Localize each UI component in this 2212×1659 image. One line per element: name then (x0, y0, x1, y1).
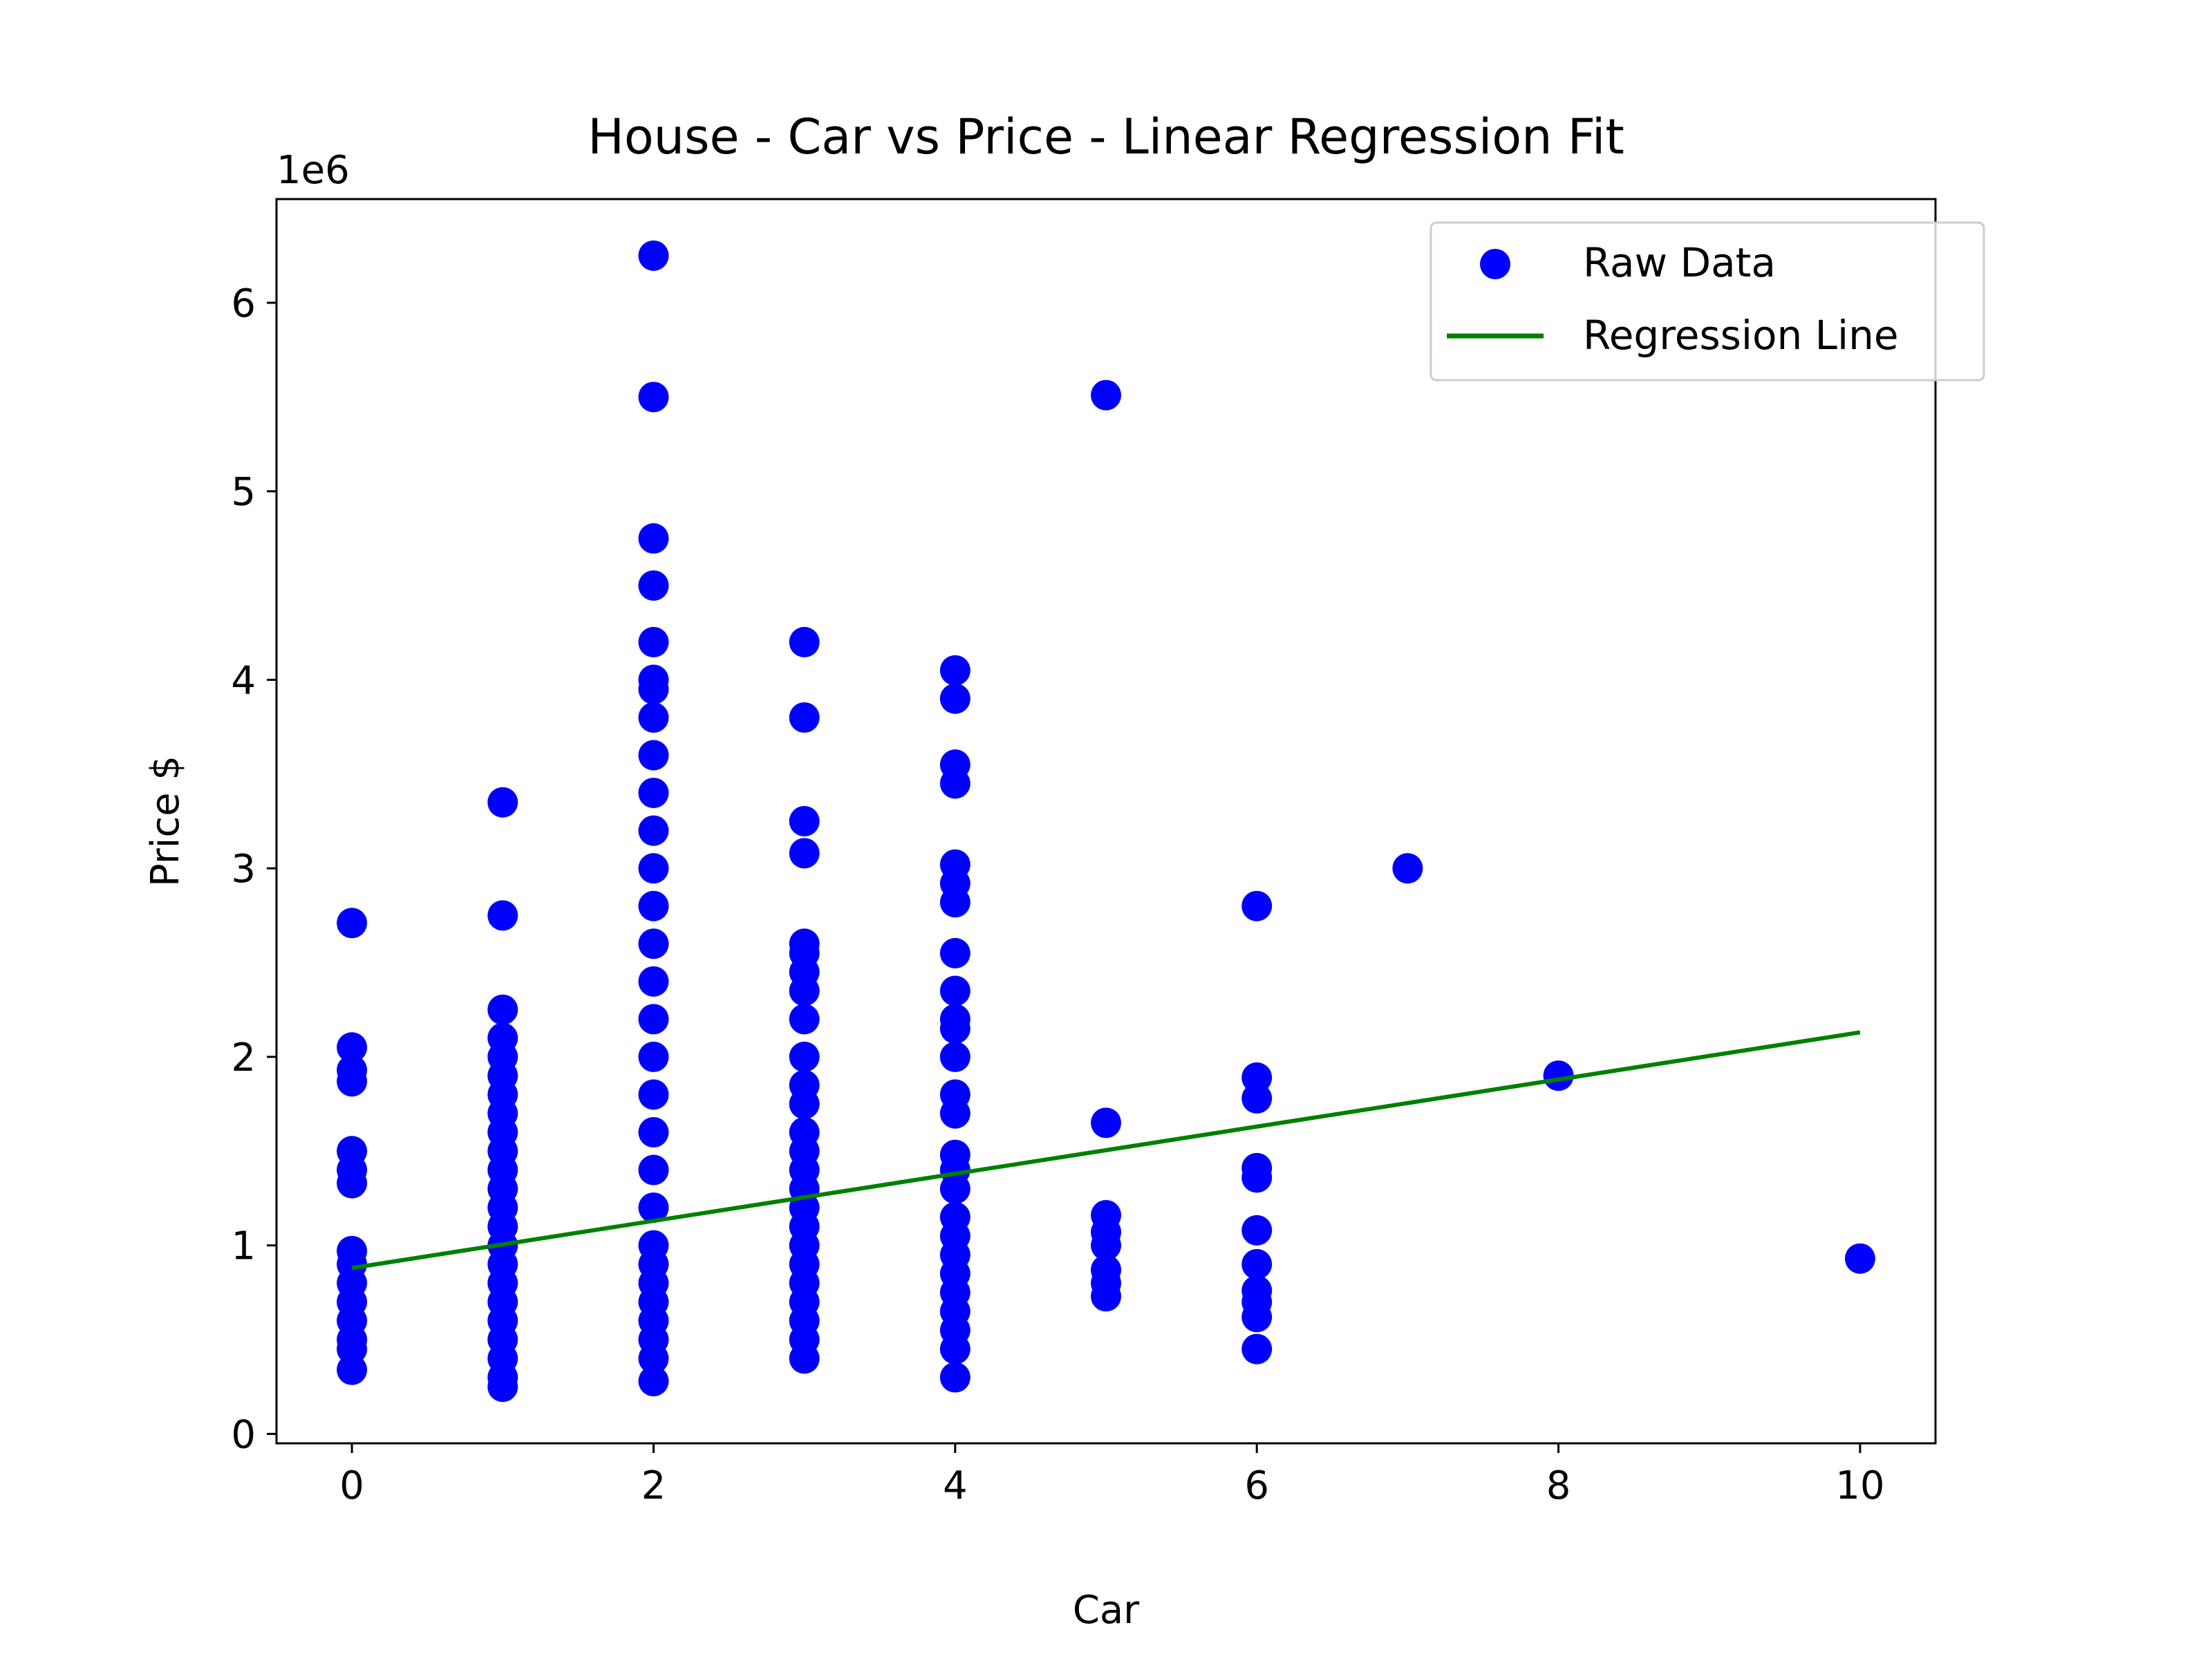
data-point-83 (789, 1004, 820, 1035)
data-point-10 (337, 1136, 368, 1167)
data-point-63 (638, 570, 669, 601)
data-point-125 (1091, 379, 1121, 411)
data-point-139 (1844, 1243, 1875, 1274)
data-point-61 (638, 664, 669, 695)
data-point-46 (638, 1192, 669, 1224)
data-point-92 (939, 1362, 971, 1393)
x-tick-label: 8 (1546, 1463, 1571, 1508)
y-tick-label: 4 (231, 658, 256, 703)
data-point-106 (939, 1041, 971, 1072)
x-tick-label: 10 (1835, 1463, 1884, 1508)
regression-line-layer (351, 1030, 1861, 1271)
y-tick-label: 6 (231, 281, 256, 326)
data-point-52 (638, 966, 669, 997)
data-point-89 (789, 806, 820, 836)
data-point-129 (1241, 1275, 1273, 1306)
data-point-7 (337, 1235, 368, 1266)
x-axis-label: Car (1073, 1588, 1140, 1633)
data-point-138 (1543, 1060, 1574, 1091)
y-tick-label: 1 (231, 1224, 256, 1269)
x-axis-ticks: 0 2 4 6 8 10 (339, 1443, 1885, 1508)
data-point-35 (487, 994, 518, 1025)
legend-label-raw-data: Raw Data (1583, 239, 1776, 286)
legend-frame (1430, 221, 1985, 382)
y-tick-label: 5 (231, 470, 256, 515)
x-tick-label: 2 (641, 1463, 666, 1508)
data-point-36 (487, 900, 518, 931)
x-tick-label: 4 (943, 1463, 968, 1508)
data-point-66 (638, 240, 669, 271)
data-point-57 (638, 778, 669, 809)
data-point-100 (939, 1201, 971, 1232)
data-point-55 (638, 853, 669, 884)
legend: Raw Data Regression Line (1430, 221, 1985, 382)
data-point-113 (939, 849, 971, 880)
data-point-116 (939, 683, 971, 714)
data-point-62 (638, 626, 669, 657)
data-point-45 (638, 1230, 669, 1261)
data-point-133 (1241, 1152, 1273, 1183)
data-point-123 (1091, 1200, 1121, 1230)
data-point-48 (638, 1117, 669, 1147)
legend-label-regression-line: Regression Line (1583, 312, 1899, 359)
x-tick-label: 0 (339, 1463, 364, 1508)
y-axis-ticks: 0 1 2 3 4 5 6 (231, 281, 276, 1457)
data-point-56 (638, 815, 669, 846)
data-point-51 (638, 1004, 669, 1035)
data-point-88 (789, 838, 820, 869)
data-point-13 (337, 1032, 368, 1063)
y-tick-label: 0 (231, 1412, 256, 1457)
data-point-82 (789, 1041, 820, 1072)
data-point-109 (939, 975, 971, 1006)
data-point-124 (1091, 1107, 1121, 1138)
data-point-81 (789, 1069, 820, 1100)
y-axis-label: Price $ (143, 756, 188, 887)
data-point-79 (789, 1117, 820, 1147)
data-point-14 (337, 908, 368, 939)
data-point-49 (638, 1079, 669, 1110)
y-axis-offset-label: 1e6 (276, 148, 350, 193)
data-point-137 (1392, 853, 1423, 884)
data-point-131 (1241, 1215, 1273, 1246)
data-point-50 (638, 1041, 669, 1072)
data-point-53 (638, 928, 669, 959)
plot-area-frame (275, 198, 1937, 1445)
data-point-136 (1241, 890, 1273, 921)
scatter-points-layer (337, 240, 1875, 1403)
data-point-64 (638, 523, 669, 554)
data-point-117 (939, 655, 971, 686)
data-point-87 (789, 928, 820, 959)
data-point-108 (939, 1004, 971, 1035)
data-point-12 (337, 1055, 368, 1085)
data-point-90 (789, 702, 820, 733)
regression-line (351, 1030, 1861, 1271)
data-point-105 (939, 1079, 971, 1110)
legend-marker-raw-data (1480, 249, 1510, 279)
data-point-65 (638, 382, 669, 413)
data-point-126 (1241, 1333, 1273, 1365)
data-point-59 (638, 702, 669, 733)
x-tick-label: 6 (1244, 1463, 1269, 1508)
data-point-47 (638, 1154, 669, 1185)
data-point-120 (1091, 1255, 1121, 1286)
chart-title: House - Car vs Price - Linear Regression… (588, 109, 1624, 165)
data-point-91 (789, 626, 820, 657)
data-point-110 (939, 937, 971, 968)
data-point-115 (939, 749, 971, 780)
data-point-130 (1241, 1248, 1273, 1280)
data-point-38 (638, 1366, 669, 1396)
data-point-135 (1241, 1062, 1273, 1093)
y-tick-label: 3 (231, 847, 256, 892)
data-point-58 (638, 740, 669, 771)
data-point-54 (638, 890, 669, 921)
y-tick-label: 2 (231, 1035, 256, 1080)
data-point-37 (487, 787, 518, 818)
data-point-34 (487, 1022, 518, 1053)
data-point-103 (939, 1139, 971, 1170)
